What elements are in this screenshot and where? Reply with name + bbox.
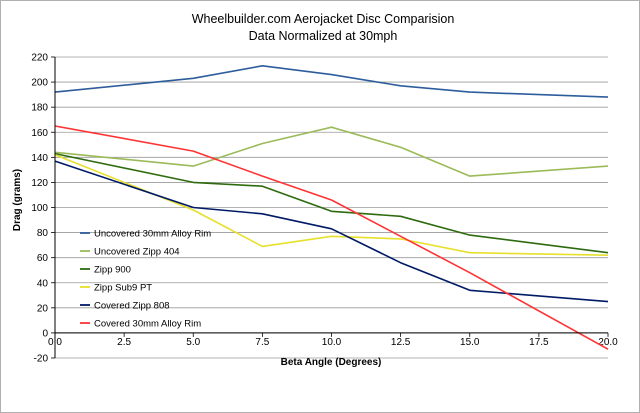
y-tick-label: 140 [31,153,48,164]
series-line [54,152,609,254]
chart-subtitle: Data Normalized at 30mph [249,29,398,43]
axes [51,56,609,359]
x-tick-label: 20.0 [598,337,618,348]
y-tick-label: 40 [37,278,49,289]
legend-entry: Uncovered Zipp 404 [94,247,180,258]
legend-entry: Uncovered 30mm Alloy Rim [94,229,211,240]
y-tick-label: 60 [37,253,49,264]
y-tick-label: -20 [34,354,49,365]
series-line [54,126,609,177]
x-tick-label: 10.0 [322,337,342,348]
series-line [54,160,609,303]
y-tick-label: 200 [31,78,48,89]
chart-title: Wheelbuilder.com Aerojacket Disc Compari… [192,12,455,26]
x-tick-label: 15.0 [460,337,480,348]
y-axis-label: Drag (grams) [12,169,23,231]
legend-entry: Covered Zipp 808 [94,301,170,312]
y-tick-label: 220 [31,53,48,64]
series-line [54,65,609,98]
x-tick-label: 7.5 [255,337,269,348]
y-tick-label: 20 [37,303,49,314]
y-tick-label: 160 [31,128,48,139]
y-tick-labels: -20 0 20 40 60 80 100 120 140 160 180 200 220 [31,53,48,365]
y-tick-label: 80 [37,228,49,239]
legend-entry: Covered 30mm Alloy Rim [94,319,201,330]
y-tick-label: 100 [31,203,48,214]
x-tick-label: 5.0 [186,337,200,348]
x-tick-label: 12.5 [391,337,411,348]
series-line [54,154,609,256]
x-tick-label: 2.5 [117,337,131,348]
x-tick-label: 17.5 [529,337,549,348]
series-line [54,125,609,350]
legend-entry: Zipp Sub9 PT [94,283,152,294]
y-tick-label: 0 [42,328,48,339]
y-tick-label: 180 [31,103,48,114]
y-tick-label: 120 [31,178,48,189]
series-lines [54,65,609,350]
x-axis-label: Beta Angle (Degrees) [281,357,382,368]
legend: Uncovered 30mm Alloy Rim Uncovered Zipp 4… [80,229,211,330]
legend-entry: Zipp 900 [94,265,131,276]
